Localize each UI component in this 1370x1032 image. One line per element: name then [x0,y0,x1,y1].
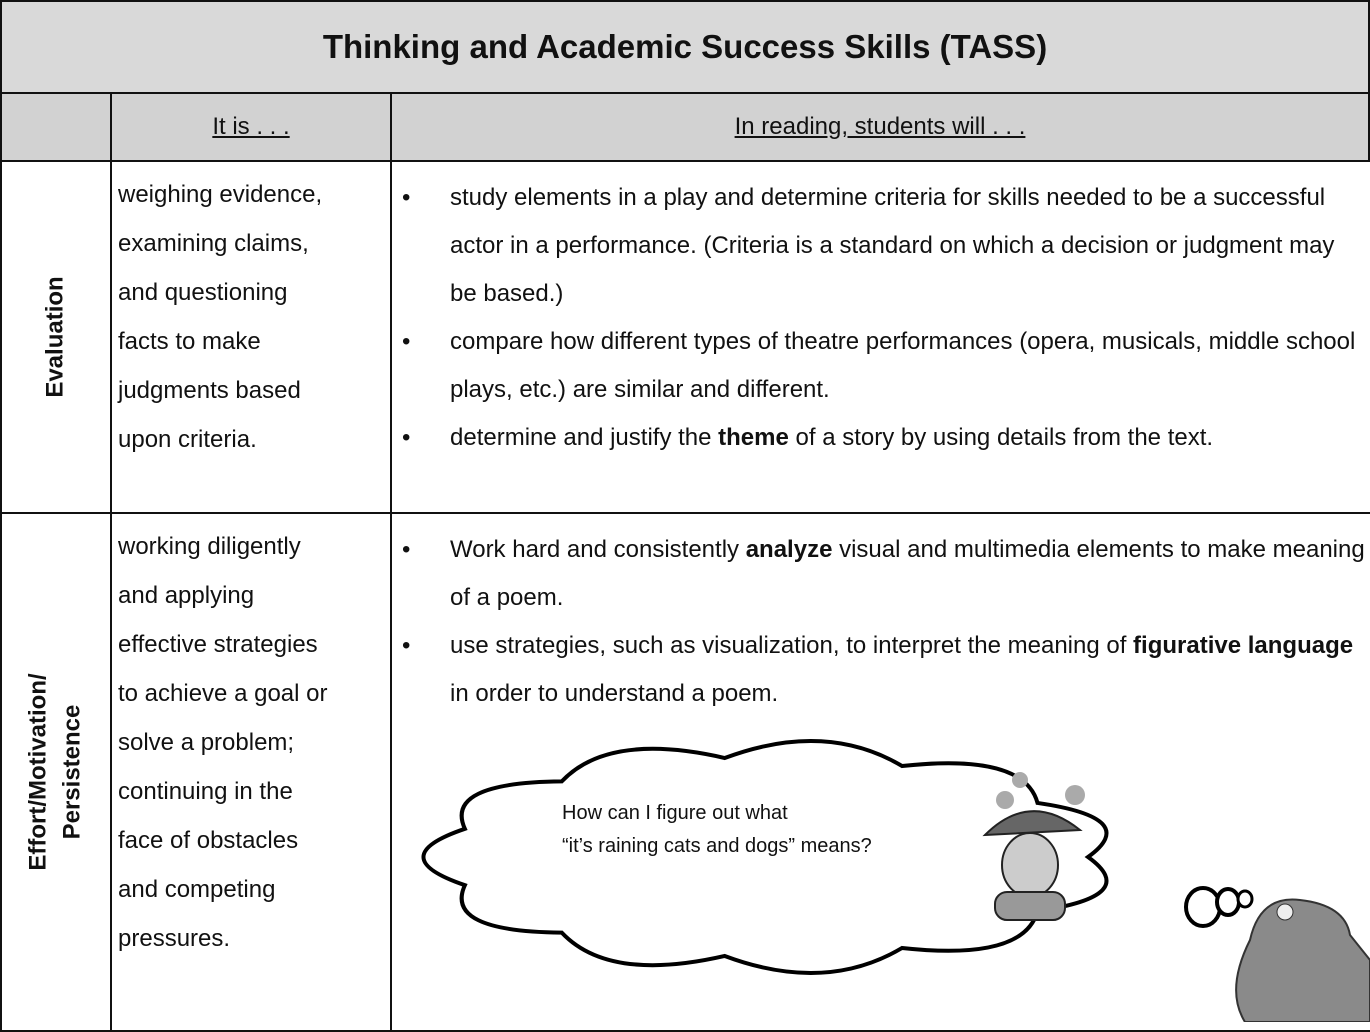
bullet-item: study elements in a play and determine c… [402,174,1366,318]
description-cell: working diligently and applying effective … [110,512,392,1032]
description-line: and applying [118,582,255,609]
bullet-item: use strategies, such as visualization, t… [402,622,1366,718]
bullet-bold-text: theme [718,424,789,451]
header-text: In reading, students will . . . [734,113,1026,140]
thought-line: How can I figure out what [562,802,788,824]
row-label-cell: Evaluation [0,160,112,514]
bullet-text: visual and multimedia elements to make m… [450,536,1365,611]
description-line: upon criteria. [118,426,257,453]
bullet-list: study elements in a play and determine c… [392,174,1366,462]
description-line: working diligently [118,533,301,560]
thought-text: How can I figure out what “it’s raining c… [562,797,872,863]
bullet-list: Work hard and consistently analyze visua… [392,526,1366,718]
bullet-bold-text: figurative language [1133,632,1354,659]
bullets-cell: Work hard and consistently analyze visua… [390,512,1370,1032]
bullets-cell: study elements in a play and determine c… [390,160,1370,514]
bullet-text: in order to understand a poem. [450,680,779,707]
bullet-item: Work hard and consistently analyze visua… [402,526,1366,622]
description-line: pressures. [118,925,231,952]
header-empty [0,92,112,162]
header-text: It is . . . [212,113,290,140]
bullet-item: compare how different types of theatre p… [402,318,1366,414]
bullet-text: study elements in a play and determine c… [450,184,1335,307]
header-cell: In reading, students will . . . [390,92,1370,162]
description-line: effective strategies [118,631,318,658]
description-line: to achieve a goal or [118,680,328,707]
row-label-cell: Effort/Motivation/Persistence [0,512,112,1032]
description-line: and questioning [118,279,288,306]
description-line: face of obstacles [118,827,299,854]
description-line: solve a problem; [118,729,295,756]
description-line: and competing [118,876,276,903]
header-cell: It is . . . [110,92,392,162]
description-line: continuing in the [118,778,293,805]
row-label-line: Persistence [59,704,86,840]
bullet-text: of a story by using details from the tex… [788,424,1214,451]
thought-line: “it’s raining cats and dogs” means? [562,835,872,857]
row-label: Evaluation [39,276,73,397]
bullet-text: determine and justify the [450,424,719,451]
description-line: judgments based [118,377,301,404]
row-label: Effort/Motivation/Persistence [22,673,90,870]
bullet-text: use strategies, such as visualization, t… [450,632,1134,659]
bullet-bold-text: analyze [745,536,833,563]
description-cell: weighing evidence, examining claims, and q… [110,160,392,514]
bullet-text: Work hard and consistently [450,536,746,563]
description-line: facts to make [118,328,261,355]
bullet-text: compare how different types of theatre p… [450,328,1356,403]
description-line: examining claims, [118,230,309,257]
description-line: weighing evidence, [118,181,323,208]
row-label-line: Evaluation [42,276,70,398]
title: Thinking and Academic Success Skills (TA… [0,0,1370,94]
row-label-line: Effort/Motivation/ [25,673,52,871]
bullet-item: determine and justify the theme of a sto… [402,414,1366,462]
